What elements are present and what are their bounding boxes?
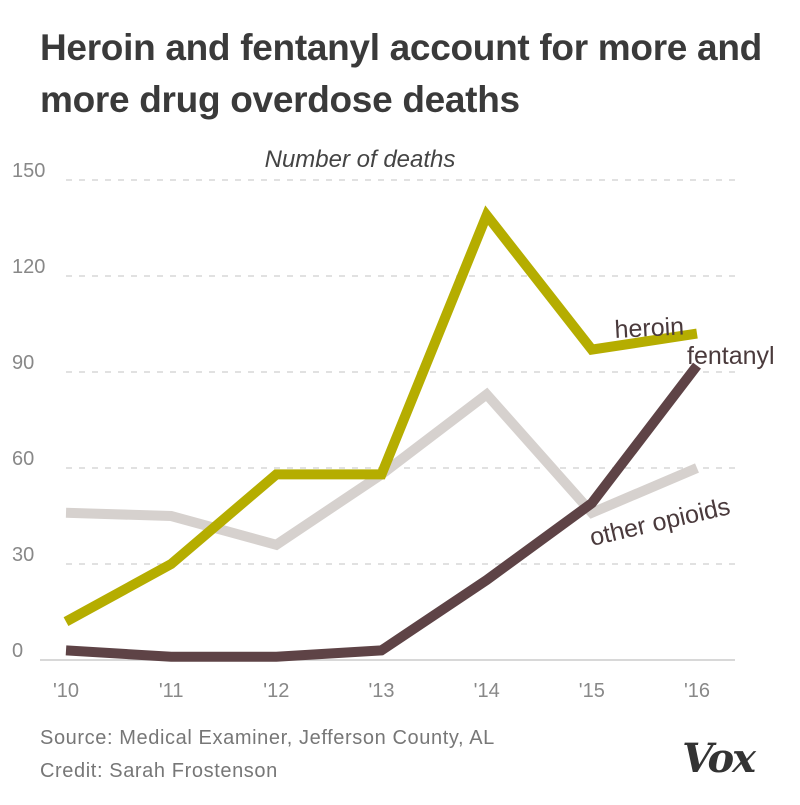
y-tick-label: 150 xyxy=(12,160,45,182)
series-line-heroin xyxy=(63,205,698,626)
x-tick-label: '14 xyxy=(474,680,500,702)
series-lines xyxy=(63,205,701,662)
y-axis-label: Number of deaths xyxy=(265,146,456,173)
x-tick-labels: '10 '11 '12 '13 '14 '15 '16 xyxy=(53,680,710,702)
source-note: Source: Medical Examiner, Jefferson Coun… xyxy=(40,727,495,749)
y-tick-label: 60 xyxy=(12,448,34,470)
x-tick-label: '16 xyxy=(684,680,710,702)
y-tick-label: 30 xyxy=(12,544,34,566)
gridlines xyxy=(40,179,735,661)
series-label-fentanyl: fentanyl xyxy=(687,342,775,370)
series-label-heroin: heroin xyxy=(614,312,685,344)
y-tick-label: 90 xyxy=(12,352,34,374)
vox-logo: Vox xyxy=(682,735,756,782)
y-tick-label: 0 xyxy=(12,640,23,662)
x-tick-label: '11 xyxy=(159,680,184,702)
credit-note: Credit: Sarah Frostenson xyxy=(40,760,278,782)
x-tick-label: '15 xyxy=(579,680,605,702)
x-tick-label: '13 xyxy=(368,680,394,702)
y-tick-label: 120 xyxy=(12,256,45,278)
x-tick-label: '10 xyxy=(53,680,79,702)
series-line-fentanyl xyxy=(65,362,701,662)
chart-title: Heroin and fentanyl account for more and… xyxy=(40,27,762,120)
x-tick-label: '12 xyxy=(263,680,289,702)
y-tick-labels: 0 30 60 90 120 150 xyxy=(12,160,45,662)
